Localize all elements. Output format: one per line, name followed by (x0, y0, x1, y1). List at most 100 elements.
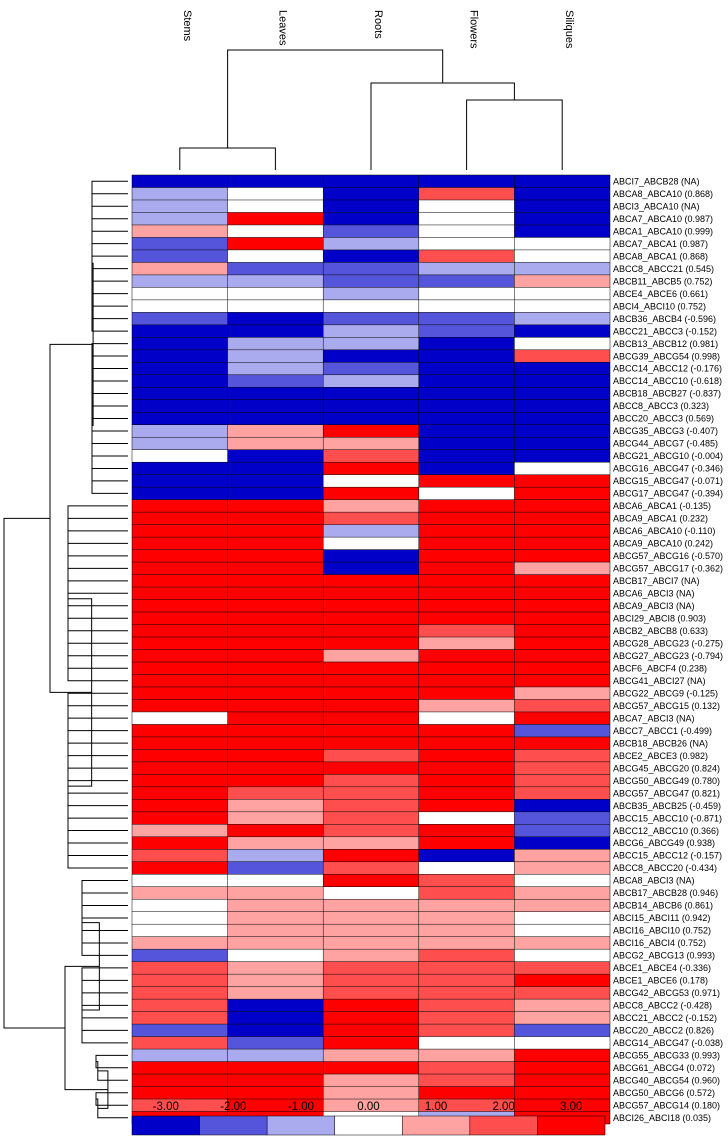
heatmap-cell (227, 824, 324, 837)
heatmap-cell (227, 387, 324, 400)
heatmap-cell (514, 412, 610, 425)
column-labels: Stems Leaves Roots Flowers Siliques (181, 10, 575, 49)
row-dendrogram-link (91, 305, 128, 320)
heatmap-cell (132, 961, 228, 975)
heatmap-cell (514, 811, 610, 825)
heatmap-cell (132, 562, 228, 575)
heatmap-cell (323, 224, 419, 238)
heatmap-cell (227, 936, 324, 950)
heatmap-cell (132, 861, 228, 875)
heatmap-cell (418, 362, 515, 375)
heatmap-cell (227, 187, 324, 200)
heatmap-cell (227, 399, 324, 413)
heatmap-cell (227, 549, 324, 563)
heatmap-cell (227, 424, 324, 438)
heatmap-cell (132, 212, 228, 225)
heatmap-cell (227, 724, 324, 737)
heatmap-cell (418, 961, 515, 975)
row-label: ABCG55_ABCG33 (0.993) (613, 1051, 720, 1061)
heatmap-cell (418, 774, 515, 787)
heatmap-cell (418, 674, 515, 687)
heatmap-cell (227, 637, 324, 650)
column-dendrogram-link (466, 99, 563, 170)
heatmap-cell (418, 874, 515, 887)
heatmap-cell (227, 499, 324, 513)
heatmap-cell (514, 637, 610, 650)
heatmap-cell (132, 1024, 228, 1037)
row-label: ABCG15_ABCG47 (-0.071) (613, 476, 723, 486)
heatmap-cell (323, 537, 419, 550)
row-dendrogram-link (91, 399, 128, 419)
heatmap-cell (227, 974, 324, 987)
heatmap-cell (418, 849, 515, 862)
heatmap-cell (514, 911, 610, 925)
heatmap-cell (418, 624, 515, 638)
row-label: ABCB11_ABCB5 (0.752) (613, 276, 712, 286)
heatmap-cell (514, 462, 610, 475)
row-dendrogram-link (81, 967, 128, 981)
row-dendrogram-link (67, 655, 128, 669)
heatmap-cell (418, 574, 515, 588)
row-label: ABCA8_ABCA10 (0.868) (613, 189, 713, 199)
heatmap-cell (418, 175, 515, 188)
heatmap-cell (227, 212, 324, 225)
heatmap-cell (227, 362, 324, 375)
heatmap-cell (227, 574, 324, 588)
row-label: ABCA9_ABCI3 (NA) (613, 601, 695, 611)
row-label: ABCC8_ABCC2 (-0.428) (613, 1001, 712, 1011)
row-label: ABCG35_ABCG3 (-0.407) (613, 426, 718, 436)
row-dendrogram-link (96, 1061, 128, 1081)
row-dendrogram-link (67, 817, 128, 832)
row-label: ABCG14_ABCG47 (-0.038) (613, 1038, 723, 1048)
heatmap-cell (514, 512, 610, 525)
heatmap-cell (132, 1099, 228, 1112)
heatmap-cell (514, 587, 610, 600)
heatmap-cell (323, 549, 419, 563)
heatmap-cell (514, 324, 610, 338)
heatmap-cell (132, 874, 228, 887)
heatmap-cell (323, 374, 419, 388)
heatmap-cell (418, 924, 515, 937)
heatmap-cell (132, 774, 228, 787)
heatmap-cell (514, 574, 610, 588)
heatmap-cell (227, 849, 324, 862)
heatmap-cell (418, 1099, 515, 1112)
heatmap-cell (132, 1086, 228, 1100)
row-dendrogram-link (95, 1054, 128, 1069)
heatmap-cell (132, 599, 228, 613)
heatmap-cell (323, 999, 419, 1012)
row-dendrogram-link (95, 1092, 128, 1106)
heatmap-cell (132, 449, 228, 463)
heatmap-cell (514, 949, 610, 962)
heatmap-cell (323, 761, 419, 775)
row-dendrogram-link (67, 580, 128, 594)
heatmap-cell (514, 1099, 610, 1112)
heatmap-cell (132, 661, 228, 675)
row-dendrogram-link (67, 767, 128, 782)
row-label: ABCA9_ABCA1 (0.232) (613, 514, 708, 524)
heatmap-cell (514, 537, 610, 550)
row-label: ABCC8_ABCC20 (-0.434) (613, 863, 717, 873)
heatmap-cell (514, 374, 610, 388)
heatmap-cell (418, 274, 515, 288)
row-dendrogram-link (67, 742, 128, 757)
heatmap-cell (418, 836, 515, 850)
heatmap-cell (323, 187, 419, 200)
heatmap-cell (418, 612, 515, 625)
heatmap-cell (418, 424, 515, 438)
heatmap-cell (132, 299, 228, 313)
heatmap-cell (132, 724, 228, 737)
heatmap-cell (418, 799, 515, 812)
heatmap-grid (131, 174, 611, 1125)
heatmap-cell (323, 724, 419, 737)
row-label: ABCC20_ABCC2 (0.826) (613, 1026, 714, 1036)
heatmap-cell (323, 599, 419, 613)
heatmap-cell (132, 262, 228, 275)
row-label: ABCC21_ABCC2 (-0.152) (613, 1013, 717, 1023)
heatmap-cell (418, 1049, 515, 1062)
heatmap-cell (227, 911, 324, 925)
row-label: ABCG16_ABCG47 (-0.346) (613, 464, 723, 474)
heatmap-cell (227, 1099, 324, 1112)
heatmap-cell (418, 986, 515, 1000)
heatmap-cell (132, 886, 228, 900)
